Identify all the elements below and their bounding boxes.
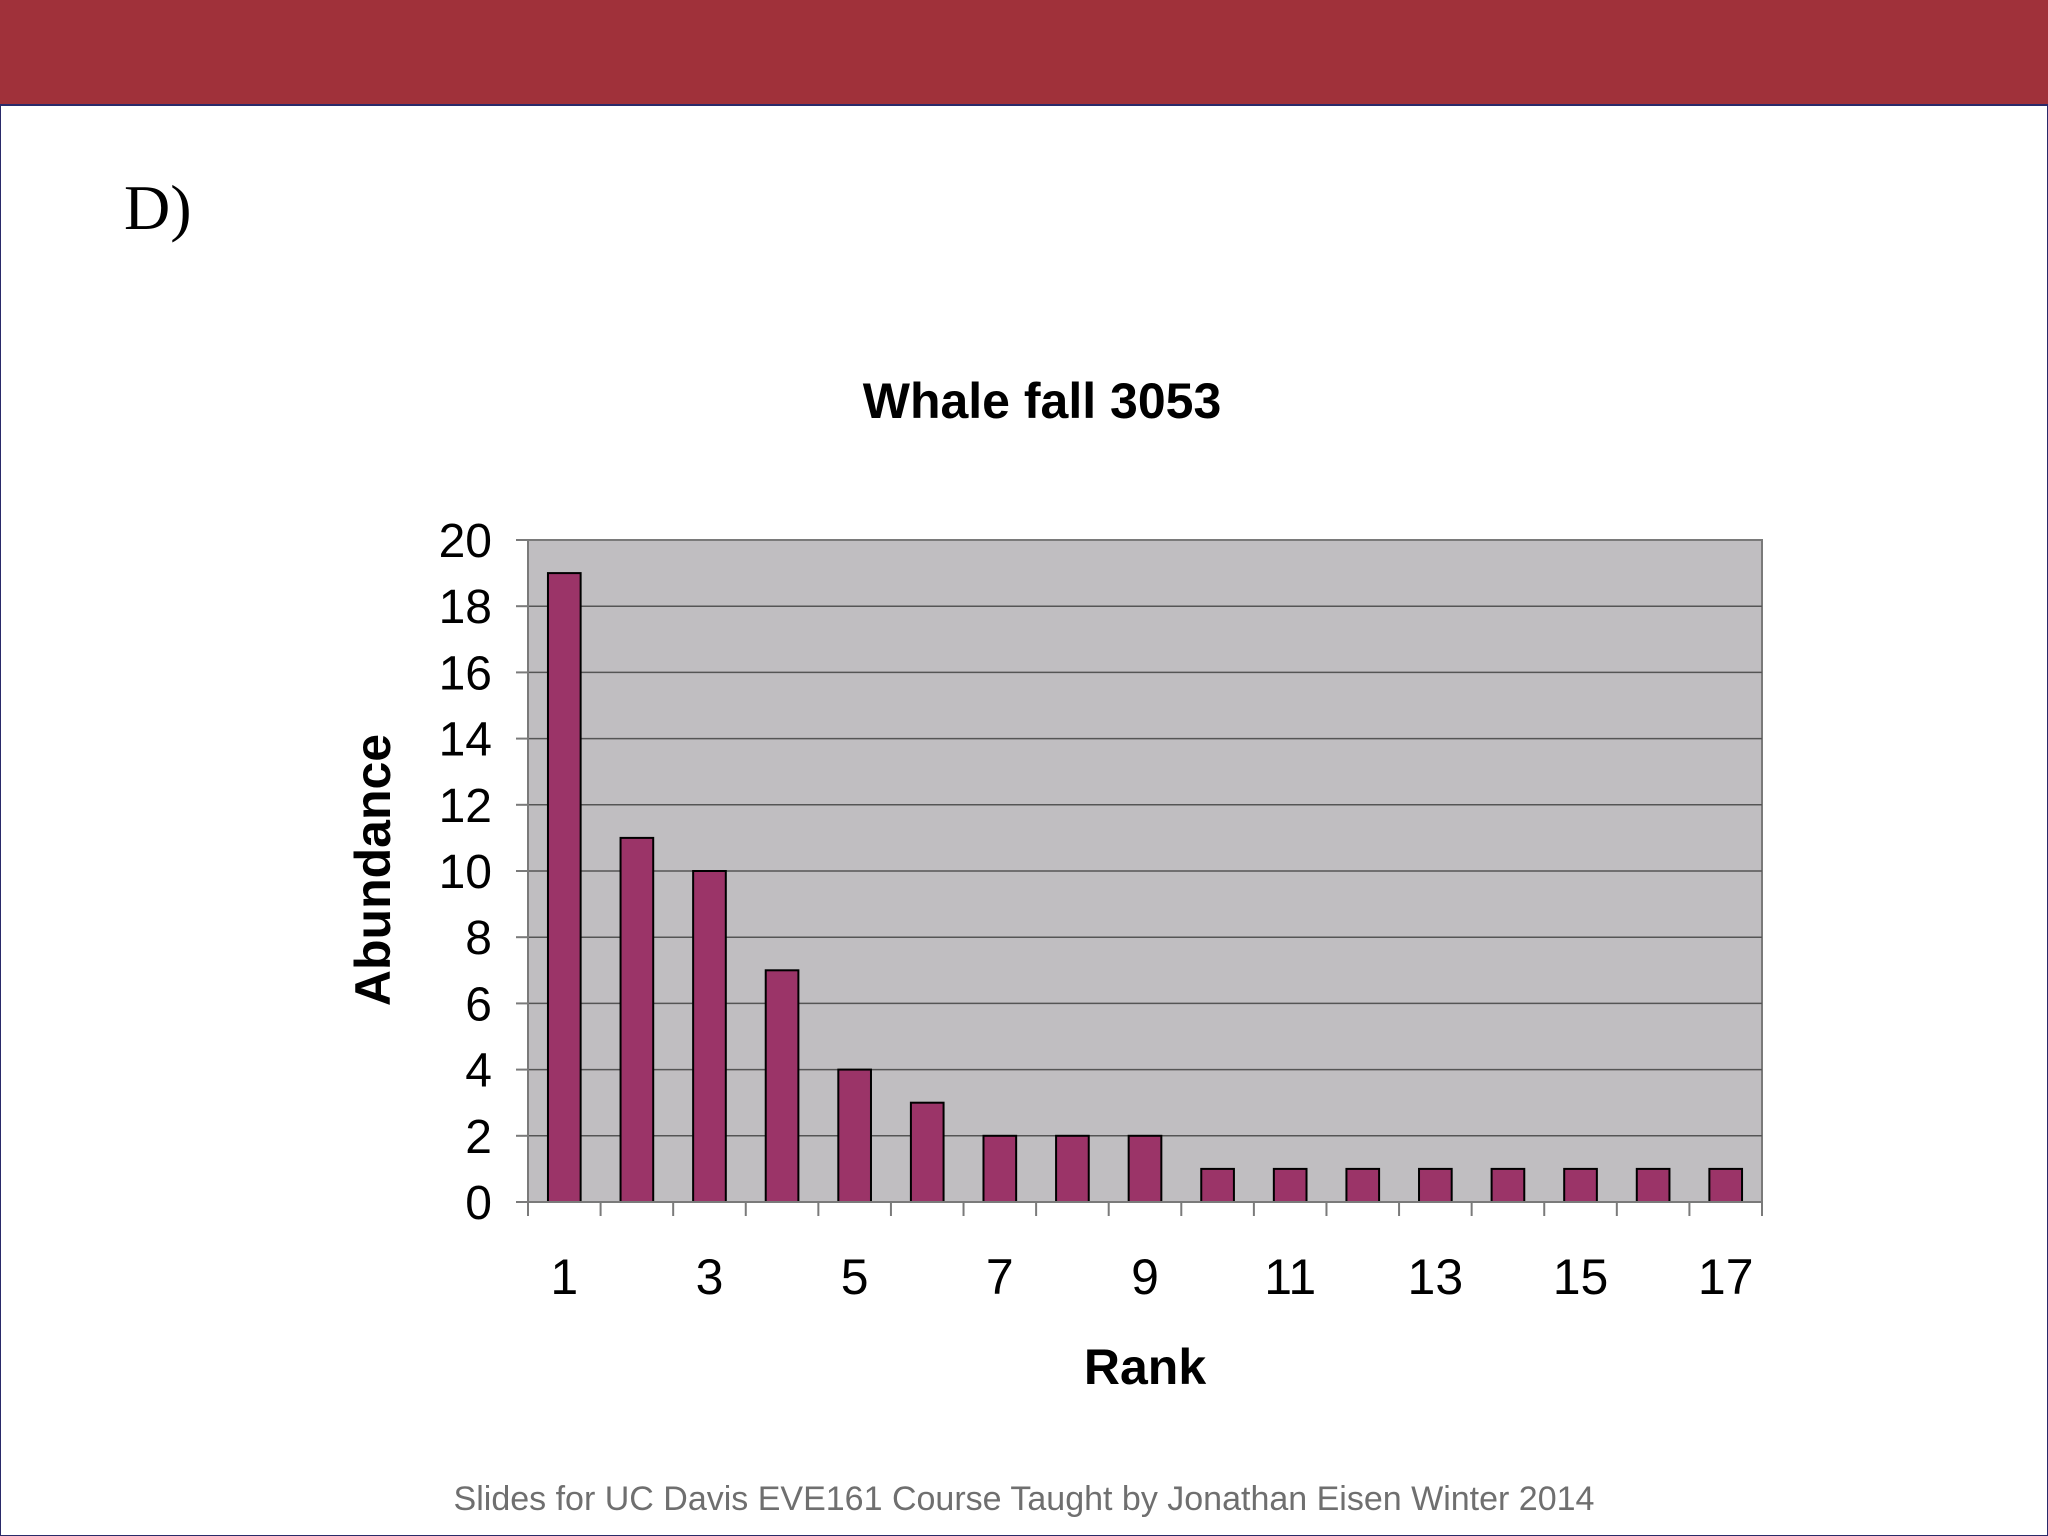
y-tick-label: 4: [465, 1045, 492, 1098]
bar: [1055, 1134, 1090, 1204]
y-tick-label: 14: [439, 714, 492, 767]
chart-title: Whale fall 3053: [863, 373, 1222, 429]
slide-label: D): [124, 172, 192, 243]
bar: [546, 572, 582, 1203]
y-tick-label: 10: [439, 846, 492, 899]
bar: [1418, 1167, 1453, 1204]
bar: [1563, 1167, 1598, 1204]
header-band: [0, 0, 2048, 106]
x-tick-label: 5: [841, 1249, 869, 1305]
bar: [1708, 1167, 1744, 1204]
bar: [1490, 1167, 1526, 1204]
bar: [909, 1101, 945, 1203]
y-axis-label: Abundance: [345, 734, 401, 1006]
bar: [1272, 1167, 1308, 1204]
x-tick-label: 15: [1553, 1249, 1609, 1305]
y-tick-label: 8: [465, 912, 492, 965]
x-tick-label: 7: [986, 1249, 1014, 1305]
x-tick-label: 3: [696, 1249, 724, 1305]
x-tick-label: 1: [550, 1249, 578, 1305]
x-tick-label: 13: [1408, 1249, 1464, 1305]
bar: [837, 1068, 872, 1203]
bar: [619, 836, 655, 1204]
bar: [1200, 1167, 1235, 1204]
y-tick-label: 20: [439, 515, 492, 568]
x-tick-label: 9: [1131, 1249, 1159, 1305]
bars: [546, 572, 1744, 1204]
bar: [1127, 1134, 1163, 1204]
x-axis-ticks: 1 3 5 7 9 11 13 15 17: [527, 1202, 1763, 1305]
x-axis-label: Rank: [1084, 1339, 1206, 1395]
bar: [982, 1134, 1018, 1204]
y-axis-ticks: 0 2 4 6 8 10 12 14 16 18 20: [439, 515, 528, 1230]
x-tick-label: 17: [1698, 1249, 1754, 1305]
y-tick-label: 6: [465, 978, 492, 1031]
footer-credit: Slides for UC Davis EVE161 Course Taught…: [453, 1480, 1595, 1518]
bar: [692, 870, 727, 1203]
y-tick-label: 12: [439, 780, 492, 833]
x-tick-label: 11: [1264, 1249, 1316, 1305]
y-tick-label: 18: [439, 581, 492, 634]
bar: [764, 969, 800, 1203]
y-tick-label: 2: [465, 1111, 492, 1164]
bar: [1635, 1167, 1671, 1204]
bar: [1345, 1167, 1381, 1204]
y-tick-label: 16: [439, 647, 492, 700]
y-tick-label: 0: [465, 1177, 492, 1230]
